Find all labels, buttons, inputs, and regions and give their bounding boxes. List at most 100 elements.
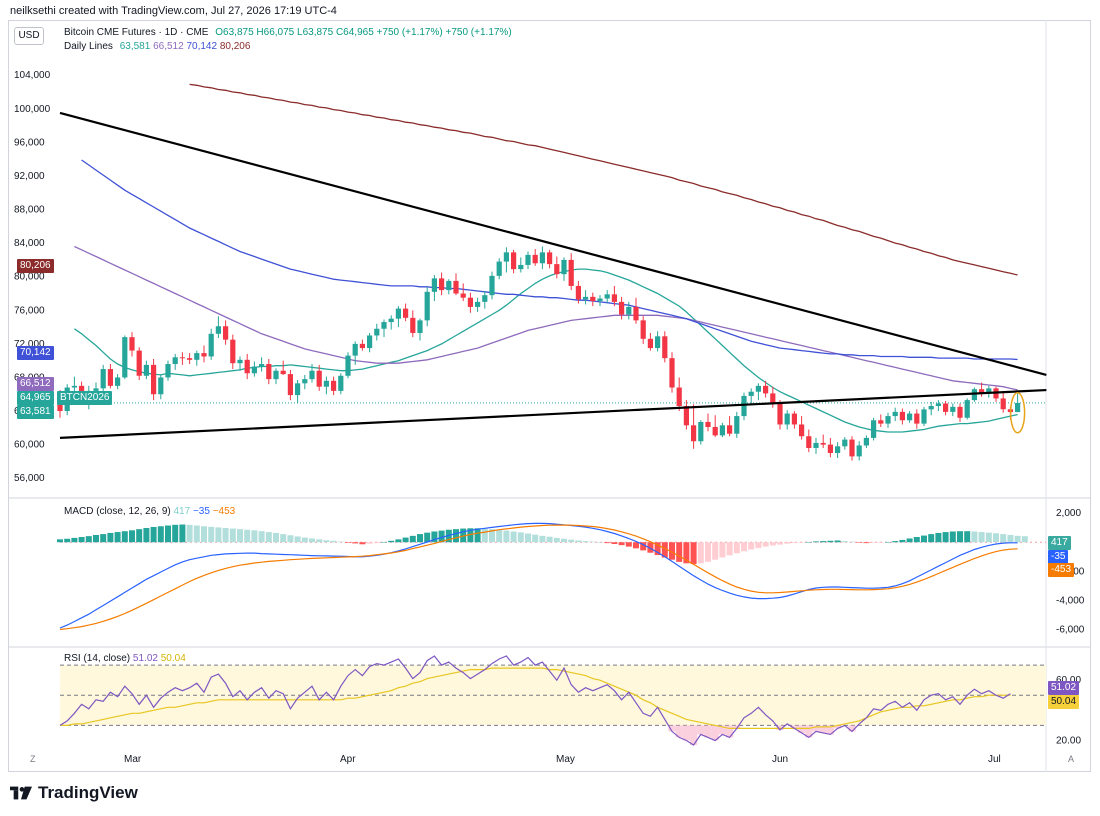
rsi-legend-ma: 50.04 [160,653,186,664]
macd-histogram-bar [64,538,71,543]
macd-legend-label: MACD (close, 12, 26, 9) [64,506,171,517]
candle-body [878,420,884,424]
rsi-oversold-fill [711,725,719,741]
candle-body [482,295,488,302]
macd-histogram-bar [611,542,618,544]
candle-body [698,421,704,442]
price-tick-label: 80,000 [14,272,45,283]
macd-histogram-bar [78,537,85,543]
candle-body [647,338,653,349]
macd-histogram-bar [575,540,582,543]
macd-histogram-bar [57,539,63,543]
macd-histogram-bar [474,528,481,543]
candle-body [403,308,409,318]
macd-legend[interactable]: MACD (close, 12, 26, 9) 417 −35 −453 [64,506,235,517]
macd-histogram-bar [993,533,999,543]
candle-body [489,275,495,296]
sma200-badge: 80,206 [17,259,54,273]
macd-histogram-bar [762,542,769,547]
macd-histogram-bar [287,535,294,543]
rsi-legend[interactable]: RSI (14, close) 51.02 50.04 [64,653,186,664]
candle-body [439,278,445,291]
macd-histogram-bar [1014,535,1021,543]
macd-histogram-bar [661,542,668,558]
ticker-badge: BTCN2026 [57,391,113,405]
rsi-oversold-fill [790,725,798,729]
macd-histogram-bar [769,542,776,546]
macd-histogram-bar [676,542,683,562]
currency-button[interactable]: USD [14,27,44,45]
candle-body [935,403,941,406]
macd-histogram-bar [618,542,625,546]
candle-body [331,380,337,391]
daily-lines-label: Daily Lines [64,41,113,52]
macd-histogram-bar [431,531,438,543]
candle-body [115,377,121,386]
macd-histogram-bar [892,541,899,543]
sma100-badge: 70,142 [17,346,54,360]
tradingview-mark-icon [10,786,32,800]
candle-body [503,252,509,262]
macd-histogram-bar [1021,536,1028,543]
macd-histogram-bar [496,529,503,543]
macd-histogram-bar [748,542,755,550]
macd-histogram-bar [525,533,531,543]
macd-histogram-bar [157,526,164,543]
candle-body [611,294,617,302]
rsi-ma-line [60,667,1011,730]
rsi-tick-label: 20.00 [1056,735,1081,746]
tradingview-logo[interactable]: TradingView [10,783,138,803]
macd-histogram-bar [489,529,495,543]
macd-histogram-bar [755,542,762,549]
candle-body [410,317,416,333]
candle-body [1015,402,1021,413]
candle-body [194,353,200,360]
macd-histogram-bar [316,539,323,543]
macd-line-badge: -35 [1048,550,1069,564]
zoom-corner-left[interactable]: Z [30,754,36,764]
candle-body [604,294,610,299]
macd-legend-signal: −453 [212,506,236,517]
candle-body [424,291,430,321]
rsi-ma-badge: 50.04 [1048,695,1080,709]
trendline [59,388,1047,440]
macd-histogram-bar [539,535,546,543]
candle-body [777,403,783,425]
candle-body [374,328,380,336]
macd-histogram-bar [640,542,647,551]
candle-body [273,370,279,380]
candle-body [187,358,193,360]
macd-histogram-bar [971,531,978,543]
macd-histogram-bar [93,534,99,543]
candle-body [626,306,632,315]
rsi-legend-label: RSI (14, close) [64,653,131,664]
auto-scale-corner[interactable]: A [1068,754,1075,764]
macd-signal-line [59,524,1018,631]
rsi-line [59,655,1011,746]
candle-body [453,280,459,294]
macd-histogram-bar [100,534,107,543]
symbol-legend: Bitcoin CME Futures · 1D · CME O63,875 H… [64,27,512,38]
macd-histogram-bar [1000,534,1007,543]
candle-body [237,359,243,364]
rsi-oversold-fill [697,725,705,735]
daily-lines-legend[interactable]: Daily Lines 63,581 66,512 70,142 80,206 [64,41,250,52]
macd-histogram-bar [813,541,819,543]
macd-histogram-bar [107,532,114,543]
candle-body [395,308,401,319]
macd-histogram-bar [928,534,935,543]
rsi-oversold-fill [812,725,820,732]
macd-histogram-bar [532,534,539,543]
candle-body [107,369,113,386]
candle-body [316,370,322,387]
macd-histogram-bar [712,542,719,560]
candle-body [259,364,265,367]
candle-body [518,264,524,270]
sma20-badge: 63,581 [17,405,54,419]
candle-body [957,406,963,418]
candle-body [223,326,229,340]
candle-body [856,445,862,457]
symbol-title[interactable]: Bitcoin CME Futures · 1D · CME [64,27,209,38]
rsi-oversold-fill [819,725,827,733]
